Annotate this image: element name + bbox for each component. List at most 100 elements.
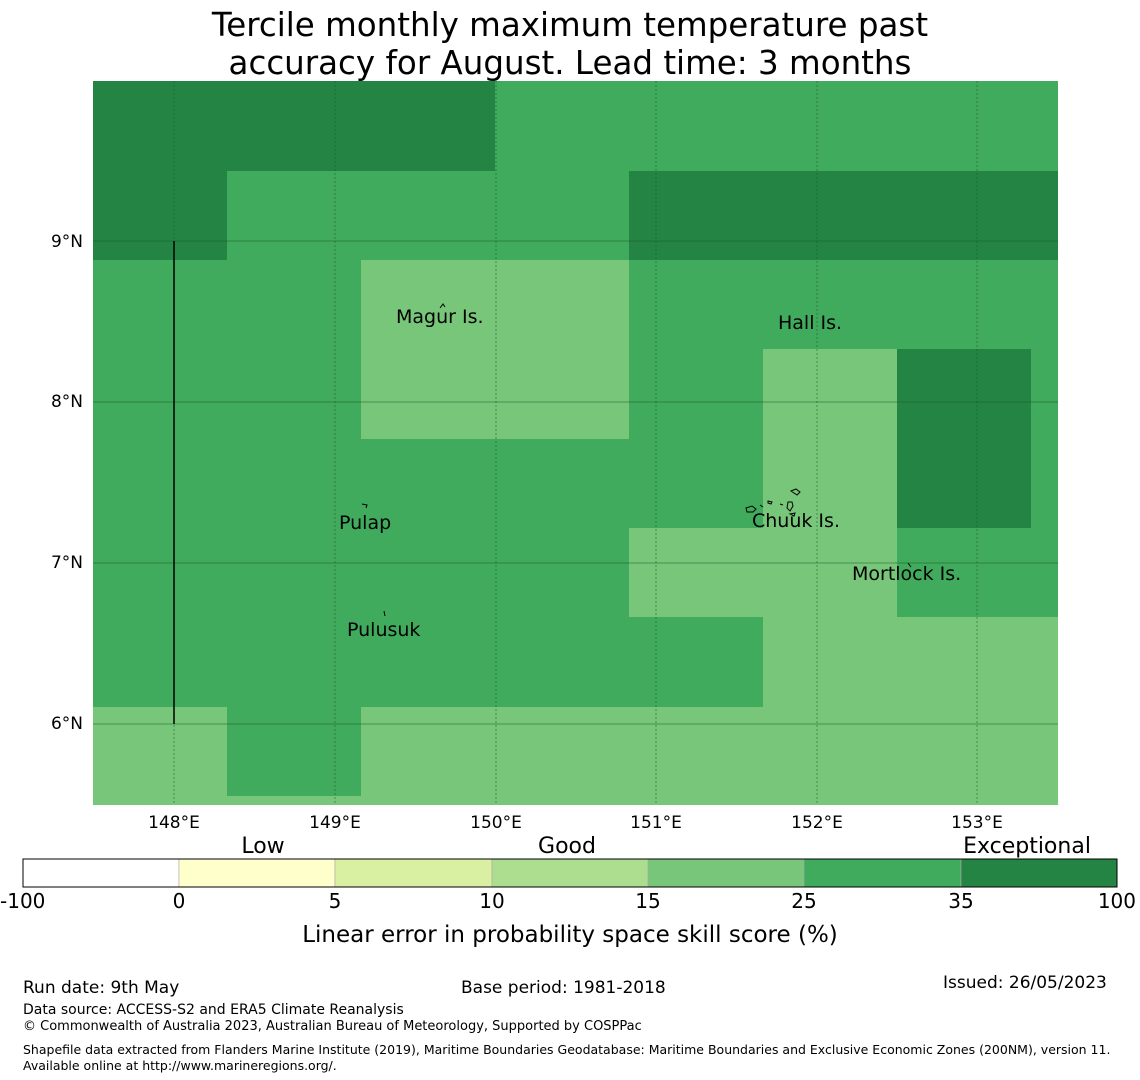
grid-cell [629, 260, 763, 349]
island-magur [439, 303, 446, 309]
lon-label: 150°E [470, 813, 522, 830]
grid-cell [629, 171, 763, 260]
grid-cell [227, 81, 361, 171]
colorbar-tick-label: 10 [479, 889, 504, 913]
lat-label: 9°N [51, 232, 83, 252]
grid-cell [495, 171, 629, 260]
colorbar-swatch [22, 858, 180, 888]
grid-cell [1031, 81, 1058, 171]
grid-cell [361, 171, 495, 260]
grid-cell [93, 439, 227, 528]
grid-cell [495, 617, 629, 707]
colorbar-swatches [22, 858, 1118, 888]
grid-cell [227, 260, 361, 349]
colorbar-label: Linear error in probability space skill … [302, 922, 838, 948]
legend-category-exceptional: Exceptional [963, 834, 1091, 859]
grid-cell [897, 260, 1031, 349]
grid-cell [1031, 260, 1058, 349]
grid-cell [897, 528, 1031, 617]
grid-cell [897, 439, 1031, 528]
place-label: Pulusuk [347, 619, 420, 641]
legend-category-good: Good [538, 834, 596, 859]
place-labels: Magur Is. Hall Is. Pulap Chuuk Is. Mortlock … [339, 306, 961, 641]
data-source: Data source: ACCESS-S2 and ERA5 Climate … [23, 1002, 404, 1018]
colorbar-swatch [491, 858, 649, 888]
colorbar-swatch [960, 858, 1118, 888]
grid-cell [361, 617, 495, 707]
grid-cell [629, 81, 763, 171]
colorbar: Low Good Exceptional -100 0 5 10 15 25 35 100 L… [0, 834, 1136, 948]
grid-cell [227, 171, 361, 260]
grid-cell [361, 81, 495, 171]
island-mortlock [907, 562, 912, 568]
colorbar-tick-label: 35 [948, 889, 973, 913]
colorbar-swatch [803, 858, 962, 888]
title-line-1: Tercile monthly maximum temperature past [211, 6, 929, 44]
copyright: © Commonwealth of Australia 2023, Austra… [23, 1019, 642, 1034]
lon-label: 149°E [309, 813, 361, 830]
place-label: Chuuk Is. [752, 510, 840, 532]
grid-cell [93, 617, 227, 707]
lat-label: 8°N [51, 392, 83, 412]
grid-cell [763, 171, 897, 260]
grid-cell [495, 439, 629, 528]
grid-cell [763, 796, 897, 805]
grid-cell [629, 349, 763, 439]
island-pulusuk [383, 610, 386, 617]
skill-grid [93, 81, 1058, 805]
island-pulap [361, 503, 368, 509]
grid-cell [93, 349, 227, 439]
grid-cell [897, 349, 1031, 439]
grid-cell [763, 617, 897, 707]
grid-cell [93, 707, 227, 796]
lat-label: 7°N [51, 553, 83, 573]
grid-cell [763, 439, 897, 528]
place-label: Hall Is. [778, 312, 842, 334]
grid-cell [897, 707, 1031, 796]
shapefile-credit: Shapefile data extracted from Flanders M… [23, 1042, 1111, 1073]
grid-cell [227, 349, 361, 439]
grid-cell [227, 617, 361, 707]
grid-cell [763, 707, 897, 796]
colorbar-swatch [334, 858, 493, 888]
island-chuuk [745, 488, 801, 517]
place-label: Magur Is. [396, 306, 484, 328]
grid-cell [361, 260, 495, 349]
colorbar-tick-label: 25 [791, 889, 816, 913]
grid-cell [495, 707, 629, 796]
legend-category-low: Low [241, 834, 284, 859]
grid-cell [1031, 528, 1058, 617]
grid-cell [361, 439, 495, 528]
grid-cell [495, 260, 629, 349]
grid-cell [495, 796, 629, 805]
lon-label: 153°E [951, 813, 1003, 830]
map-title: Tercile monthly maximum temperature past… [0, 6, 1140, 82]
grid-cell [1031, 617, 1058, 707]
grid-cell [495, 349, 629, 439]
grid-cell [93, 171, 227, 260]
island-outlines [361, 303, 912, 617]
grid-cell [897, 171, 1031, 260]
grid-cell [1031, 707, 1058, 796]
grid-cell [897, 617, 1031, 707]
skill-map: Magur Is. Hall Is. Pulap Chuuk Is. Mortlock … [51, 81, 1058, 830]
grid-cell [629, 528, 763, 617]
grid-cell [897, 796, 1031, 805]
grid-cell [93, 260, 227, 349]
lon-label: 151°E [630, 813, 682, 830]
grid-cell [629, 796, 763, 805]
grid-cell [227, 796, 361, 805]
grid-cell [93, 528, 227, 617]
grid-cell [629, 439, 763, 528]
grid-cell [629, 617, 763, 707]
grid-cell [1031, 439, 1058, 528]
grid-cell [495, 81, 629, 171]
issued-date: Issued: 26/05/2023 [943, 973, 1107, 993]
grid-cell [763, 260, 897, 349]
grid-cell [361, 707, 495, 796]
colorbar-tick-label: 15 [635, 889, 660, 913]
base-period: Base period: 1981-2018 [461, 978, 666, 998]
grid-cell [763, 528, 897, 617]
grid-cell [763, 349, 897, 439]
grid-cell [93, 81, 227, 171]
